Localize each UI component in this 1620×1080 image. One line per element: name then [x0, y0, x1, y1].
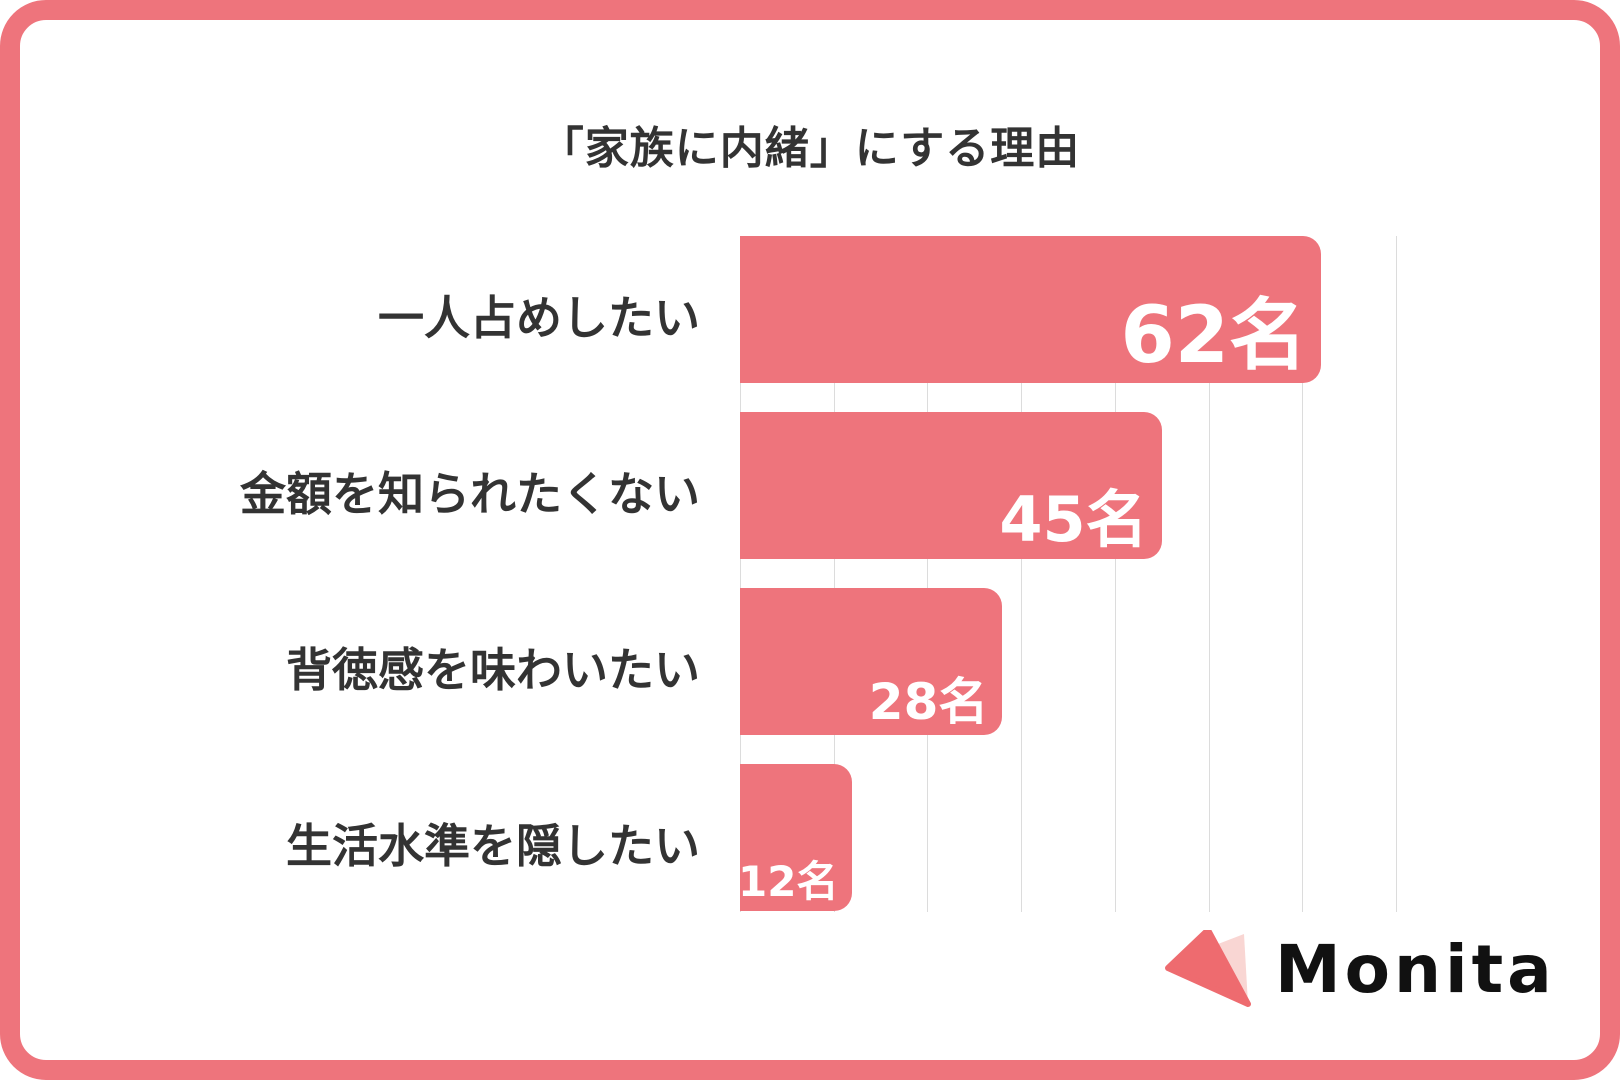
bar-row: 45名 — [740, 412, 1420, 559]
monita-logo: Monita — [1160, 927, 1560, 1010]
gridline — [1021, 236, 1023, 912]
category-label: 生活水準を隠したい — [286, 819, 700, 873]
bar-row: 28名 — [740, 588, 1420, 735]
gridline — [927, 236, 929, 912]
category-label: 一人占めしたい — [378, 291, 700, 345]
brand-name: Monita — [1275, 931, 1556, 1008]
bar: 62名 — [740, 236, 1322, 383]
category-label: 金額を知られたくない — [240, 467, 700, 521]
gridline — [833, 236, 835, 912]
gridline — [1396, 236, 1397, 912]
gridline — [740, 236, 741, 912]
bar-value-label: 45名 — [999, 483, 1148, 556]
bar-value-label: 28名 — [868, 673, 989, 731]
triangle-logo-icon — [1165, 927, 1251, 1007]
bar: 12名 — [738, 764, 853, 911]
bar: 45名 — [740, 412, 1162, 559]
bar-row: 62名 — [740, 236, 1420, 383]
category-label: 背徳感を味わいたい — [286, 643, 700, 697]
gridline — [1114, 236, 1116, 912]
gridline — [1208, 236, 1210, 912]
bar-value-label: 62名 — [1120, 291, 1308, 381]
bar: 28名 — [740, 588, 1003, 735]
plot-area: 62名 45名 28名 12名 — [738, 236, 1420, 912]
bar-value-label: 12名 — [738, 857, 839, 906]
gridline — [1302, 236, 1304, 912]
chart-title: 「家族に内緒」にする理由 — [539, 123, 1081, 174]
bar-row: 12名 — [738, 764, 1420, 911]
